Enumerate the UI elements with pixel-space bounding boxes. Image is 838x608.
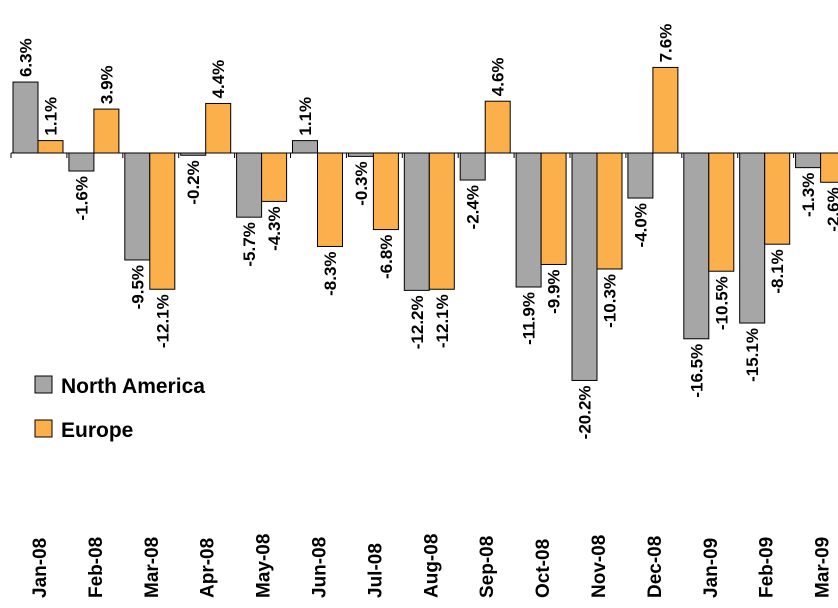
x-tick-label-apr-08: Apr-08	[198, 538, 219, 598]
data-label-europe-oct-08: -9.9%	[545, 269, 564, 313]
data-label-europe-aug-08: -12.1%	[433, 294, 452, 348]
data-label-north-america-may-08: -5.7%	[240, 222, 259, 266]
data-label-north-america-feb-08: -1.6%	[72, 176, 91, 220]
bar-europe-apr-08	[205, 102, 232, 154]
bar-europe-dec-08	[652, 66, 679, 154]
legend: North America Europe	[34, 375, 205, 442]
x-tick-label-mar-09: Mar-09	[813, 537, 834, 598]
data-label-north-america-nov-08: -20.2%	[576, 385, 595, 439]
x-tick-label-jan-09: Jan-09	[701, 538, 722, 598]
x-tick-label-sep-08: Sep-08	[477, 536, 498, 598]
bar-north-america-may-08	[236, 152, 263, 218]
data-label-north-america-aug-08: -12.2%	[408, 295, 427, 349]
x-tick-label-aug-08: Aug-08	[421, 534, 442, 598]
data-label-europe-nov-08: -10.3%	[601, 274, 620, 328]
data-label-europe-may-08: -4.3%	[265, 206, 284, 250]
data-label-europe-feb-08: 3.9%	[97, 65, 116, 104]
bar-north-america-feb-09	[739, 152, 766, 324]
bar-europe-oct-08	[540, 152, 567, 265]
bar-north-america-nov-08	[571, 152, 598, 381]
bar-north-america-sep-08	[459, 152, 486, 181]
data-label-europe-jan-08: 1.1%	[42, 97, 61, 136]
data-label-north-america-jan-08: 6.3%	[17, 38, 36, 77]
bar-europe-jan-08	[37, 140, 64, 154]
bar-europe-mar-09	[820, 152, 838, 183]
data-label-north-america-mar-08: -9.5%	[128, 265, 147, 309]
bar-europe-jul-08	[372, 152, 399, 231]
data-label-north-america-jan-09: -16.5%	[687, 344, 706, 398]
data-label-north-america-jul-08: -0.3%	[352, 161, 371, 205]
legend-label-north-america: North America	[61, 375, 205, 398]
data-label-europe-jun-08: -8.3%	[321, 251, 340, 295]
data-label-europe-jan-09: -10.5%	[712, 276, 731, 330]
bar-europe-nov-08	[596, 152, 623, 270]
bar-north-america-oct-08	[515, 152, 542, 288]
data-label-europe-dec-08: 7.6%	[656, 24, 675, 63]
bar-north-america-dec-08	[627, 152, 654, 199]
data-label-north-america-mar-09: -1.3%	[799, 173, 818, 217]
data-label-europe-sep-08: 4.6%	[489, 57, 508, 96]
x-tick-label-jan-08: Jan-08	[30, 538, 51, 598]
data-labels: 6.3% 1.1% -1.6% 3.9% -9.5% -12.1% -0.2% 4.4% -5.…	[17, 24, 838, 440]
data-label-europe-mar-08: -12.1%	[153, 294, 172, 348]
bar-north-america-feb-08	[68, 152, 95, 172]
legend-label-europe: Europe	[61, 419, 133, 442]
data-label-north-america-feb-09: -15.1%	[743, 328, 762, 382]
data-label-europe-jul-08: -6.8%	[377, 235, 396, 279]
bar-north-america-aug-08	[403, 152, 430, 291]
x-tick-label-feb-09: Feb-09	[757, 537, 778, 598]
bar-europe-jan-09	[708, 152, 735, 272]
bar-europe-mar-08	[149, 152, 176, 290]
data-label-europe-apr-08: 4.4%	[209, 60, 228, 99]
bar-europe-jun-08	[317, 152, 343, 247]
x-tick-label-jun-08: Jun-08	[309, 537, 330, 598]
bar-north-america-jan-09	[683, 152, 710, 340]
x-tick-label-may-08: May-08	[254, 534, 275, 598]
x-tick-label-dec-08: Dec-08	[645, 536, 666, 598]
legend-swatch-europe	[34, 419, 53, 438]
bar-europe-feb-08	[93, 108, 120, 154]
bar-north-america-jul-08	[347, 152, 374, 157]
x-axis-category-labels: Jan-08 Feb-08 Mar-08 Apr-08 May-08 Jun-08 Jul-…	[30, 534, 834, 598]
x-axis-ticks	[10, 153, 795, 158]
bar-north-america-jun-08	[292, 140, 318, 154]
data-label-north-america-sep-08: -2.4%	[464, 185, 483, 229]
data-label-north-america-apr-08: -0.2%	[184, 160, 203, 204]
data-label-north-america-dec-08: -4.0%	[631, 203, 650, 247]
x-tick-label-mar-08: Mar-08	[142, 537, 163, 598]
bar-north-america-mar-08	[124, 152, 151, 261]
bar-europe-aug-08	[428, 152, 455, 290]
bar-europe-feb-09	[764, 152, 791, 245]
data-label-north-america-oct-08: -11.9%	[520, 292, 539, 345]
bar-north-america-jan-08	[12, 81, 39, 154]
data-label-europe-feb-09: -8.1%	[768, 249, 787, 293]
x-tick-label-oct-08: Oct-08	[533, 539, 554, 598]
x-tick-label-jul-08: Jul-08	[365, 543, 386, 598]
x-tick-label-nov-08: Nov-08	[589, 535, 610, 598]
x-tick-label-feb-08: Feb-08	[86, 537, 107, 598]
data-label-north-america-jun-08: 1.1%	[296, 97, 315, 136]
data-label-europe-mar-09: -2.6%	[824, 187, 838, 231]
bar-europe-sep-08	[484, 100, 511, 154]
bar-europe-may-08	[261, 152, 288, 202]
bar-north-america-mar-09	[795, 152, 822, 169]
legend-swatch-north-america	[34, 375, 53, 394]
